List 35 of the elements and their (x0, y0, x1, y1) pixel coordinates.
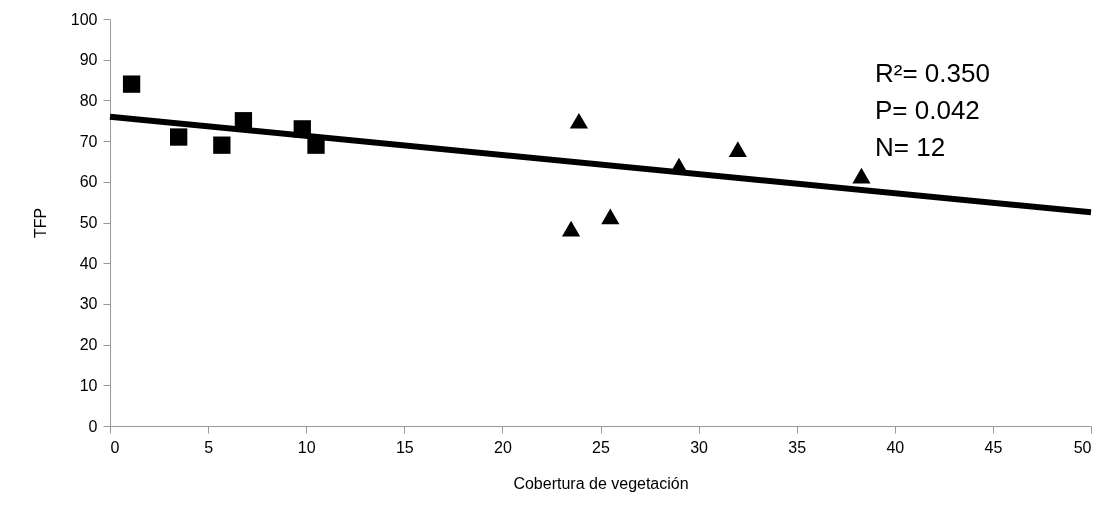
y-tick-label: 70 (79, 132, 98, 150)
x-tick-label: 35 (788, 438, 807, 456)
y-axis-title: TFP (31, 207, 49, 239)
x-tick-label: 10 (297, 438, 316, 456)
point (561, 220, 581, 237)
x-tick-label: 25 (592, 438, 610, 456)
x-tick-label: 50 (1073, 438, 1092, 456)
annotation: N= 12 (875, 132, 946, 162)
y-tick-label: 30 (79, 295, 98, 313)
y-tick-label: 10 (79, 376, 98, 394)
point (728, 141, 747, 158)
point (122, 75, 141, 93)
y-tick-label: 50 (79, 214, 98, 231)
point (569, 112, 588, 129)
point (213, 136, 231, 154)
point (170, 128, 188, 146)
x-tick-label: 15 (395, 438, 414, 456)
y-tick-label: 20 (79, 336, 98, 354)
y-tick-label: 100 (70, 10, 98, 28)
point (601, 208, 620, 225)
y-tick-label: 90 (79, 51, 98, 69)
y-tick-label: 80 (79, 91, 98, 109)
y-tick-label: 0 (88, 417, 98, 435)
x-axis-title: Cobertura de vegetación (513, 474, 689, 492)
annotation: P= 0.042 (875, 95, 980, 125)
x-tick-label: 40 (886, 438, 905, 456)
y-tick-label: 60 (79, 173, 98, 191)
annotation: R²= 0.350 (875, 58, 990, 88)
point (852, 167, 871, 184)
x-tick-label: 0 (110, 438, 120, 456)
x-tick-label: 20 (494, 438, 512, 456)
x-tick-label: 45 (984, 438, 1003, 456)
x-tick-label: 30 (690, 438, 709, 456)
x-tick-label: 5 (204, 438, 214, 456)
y-tick-label: 40 (79, 254, 98, 272)
